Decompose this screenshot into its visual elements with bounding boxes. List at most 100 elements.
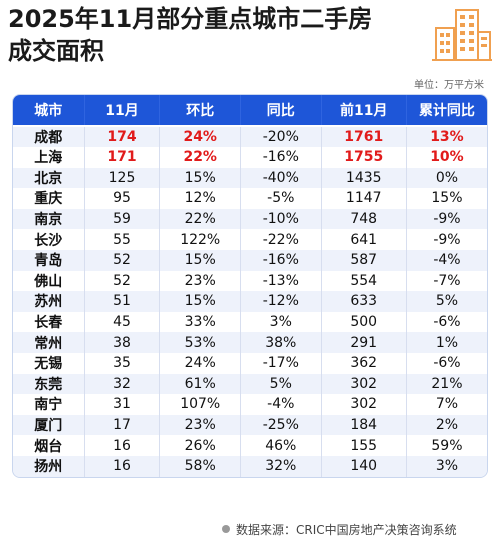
table-row: 上海 171 22% -16% 1755 10% [13,147,487,168]
city-cell: 成都 [13,126,85,147]
city-cell: 长春 [13,311,85,333]
table-cell: 16 [84,455,161,477]
page-title-line1: 2025年11月部分重点城市二手房 [8,5,373,33]
table-cell: 24% [159,352,241,374]
table-cell: 633 [321,291,407,312]
table-row: 佛山 52 23% -13% 554 -7% [13,270,487,292]
table-cell: 140 [321,455,407,477]
table-cell: 52 [84,270,161,292]
table-cell: 5% [240,373,322,395]
table-row: 南宁 31 107% -4% 302 7% [13,394,487,415]
city-cell: 烟台 [13,435,85,456]
city-cell: 上海 [13,147,85,168]
city-cell: 佛山 [13,270,85,292]
table-cell: 0% [406,167,487,189]
table-cell: 291 [321,332,407,353]
column-header: 11月 [84,95,161,127]
city-cell: 南宁 [13,394,85,415]
table-cell: 7% [406,394,487,415]
table-header-row: 城市 11月 环比 同比 前11月 累计同比 [13,95,487,127]
table-cell: 33% [159,311,241,333]
table-cell: 95 [84,188,161,209]
table-cell: 59 [84,208,161,230]
table-cell: 24% [159,126,241,147]
table-cell: 1761 [321,126,407,147]
table-cell: 52 [84,249,161,271]
table-cell: 748 [321,208,407,230]
table-cell: 55 [84,229,161,250]
column-header: 累计同比 [406,95,487,127]
table-cell: 122% [159,229,241,250]
source-note: 数据来源：CRIC中国房地产决策咨询系统 [236,523,457,537]
table-cell: -40% [240,167,322,189]
table-cell: 5% [406,291,487,312]
table-row: 苏州 51 15% -12% 633 5% [13,291,487,312]
table-cell: -25% [240,414,322,436]
unit-label: 单位：万平方米 [414,80,484,91]
table-cell: -13% [240,270,322,292]
table-cell: 35 [84,352,161,374]
table-cell: 554 [321,270,407,292]
table-cell: 1147 [321,188,407,209]
city-cell: 长沙 [13,229,85,250]
table-cell: 1755 [321,147,407,168]
table-cell: 59% [406,435,487,456]
table-cell: -5% [240,188,322,209]
table-row: 成都 174 24% -20% 1761 13% [13,126,487,147]
city-cell: 常州 [13,332,85,353]
table-cell: 174 [84,126,161,147]
table-cell: 17 [84,414,161,436]
table-cell: -12% [240,291,322,312]
data-table-container: 城市 11月 环比 同比 前11月 累计同比 成都 174 24% -20% 1761 13% 上海 1… [12,94,488,478]
table-cell: 23% [159,414,241,436]
table-cell: 26% [159,435,241,456]
table-cell: -10% [240,208,322,230]
city-cell: 扬州 [13,455,85,477]
table-cell: 13% [406,126,487,147]
table-cell: 171 [84,147,161,168]
table-cell: -9% [406,229,487,250]
table-body: 成都 174 24% -20% 1761 13% 上海 171 22% -16% 1755 10% 北京… [13,126,487,477]
table-row: 青岛 52 15% -16% 587 -4% [13,249,487,271]
table-cell: 38 [84,332,161,353]
city-cell: 南京 [13,208,85,230]
column-header: 城市 [13,95,85,127]
table-cell: 107% [159,394,241,415]
table-cell: 15% [406,188,487,209]
column-header: 环比 [159,95,241,127]
city-cell: 无锡 [13,352,85,374]
table-cell: -22% [240,229,322,250]
table-row: 长春 45 33% 3% 500 -6% [13,311,487,333]
source-bullet-icon [222,525,230,533]
table-cell: 16 [84,435,161,456]
table-cell: 61% [159,373,241,395]
table-cell: -17% [240,352,322,374]
table-cell: 155 [321,435,407,456]
table-row: 南京 59 22% -10% 748 -9% [13,208,487,230]
table-cell: 184 [321,414,407,436]
table-cell: 22% [159,208,241,230]
table-cell: 32% [240,455,322,477]
table-cell: 15% [159,167,241,189]
city-cell: 青岛 [13,249,85,271]
table-row: 北京 125 15% -40% 1435 0% [13,167,487,189]
table-cell: 3% [240,311,322,333]
header: 2025年11月部分重点城市二手房 成交面积 [0,0,500,78]
table-cell: 45 [84,311,161,333]
table-cell: -16% [240,249,322,271]
table-cell: -6% [406,352,487,374]
table-cell: 15% [159,249,241,271]
column-header: 同比 [240,95,322,127]
table-cell: 641 [321,229,407,250]
table-cell: 125 [84,167,161,189]
table-cell: 21% [406,373,487,395]
table-row: 烟台 16 26% 46% 155 59% [13,435,487,456]
city-cell: 东莞 [13,373,85,395]
table-cell: -9% [406,208,487,230]
table-row: 厦门 17 23% -25% 184 2% [13,414,487,436]
table-cell: 302 [321,373,407,395]
table-cell: 32 [84,373,161,395]
table-cell: 362 [321,352,407,374]
table-row: 常州 38 53% 38% 291 1% [13,332,487,353]
table-cell: -4% [240,394,322,415]
